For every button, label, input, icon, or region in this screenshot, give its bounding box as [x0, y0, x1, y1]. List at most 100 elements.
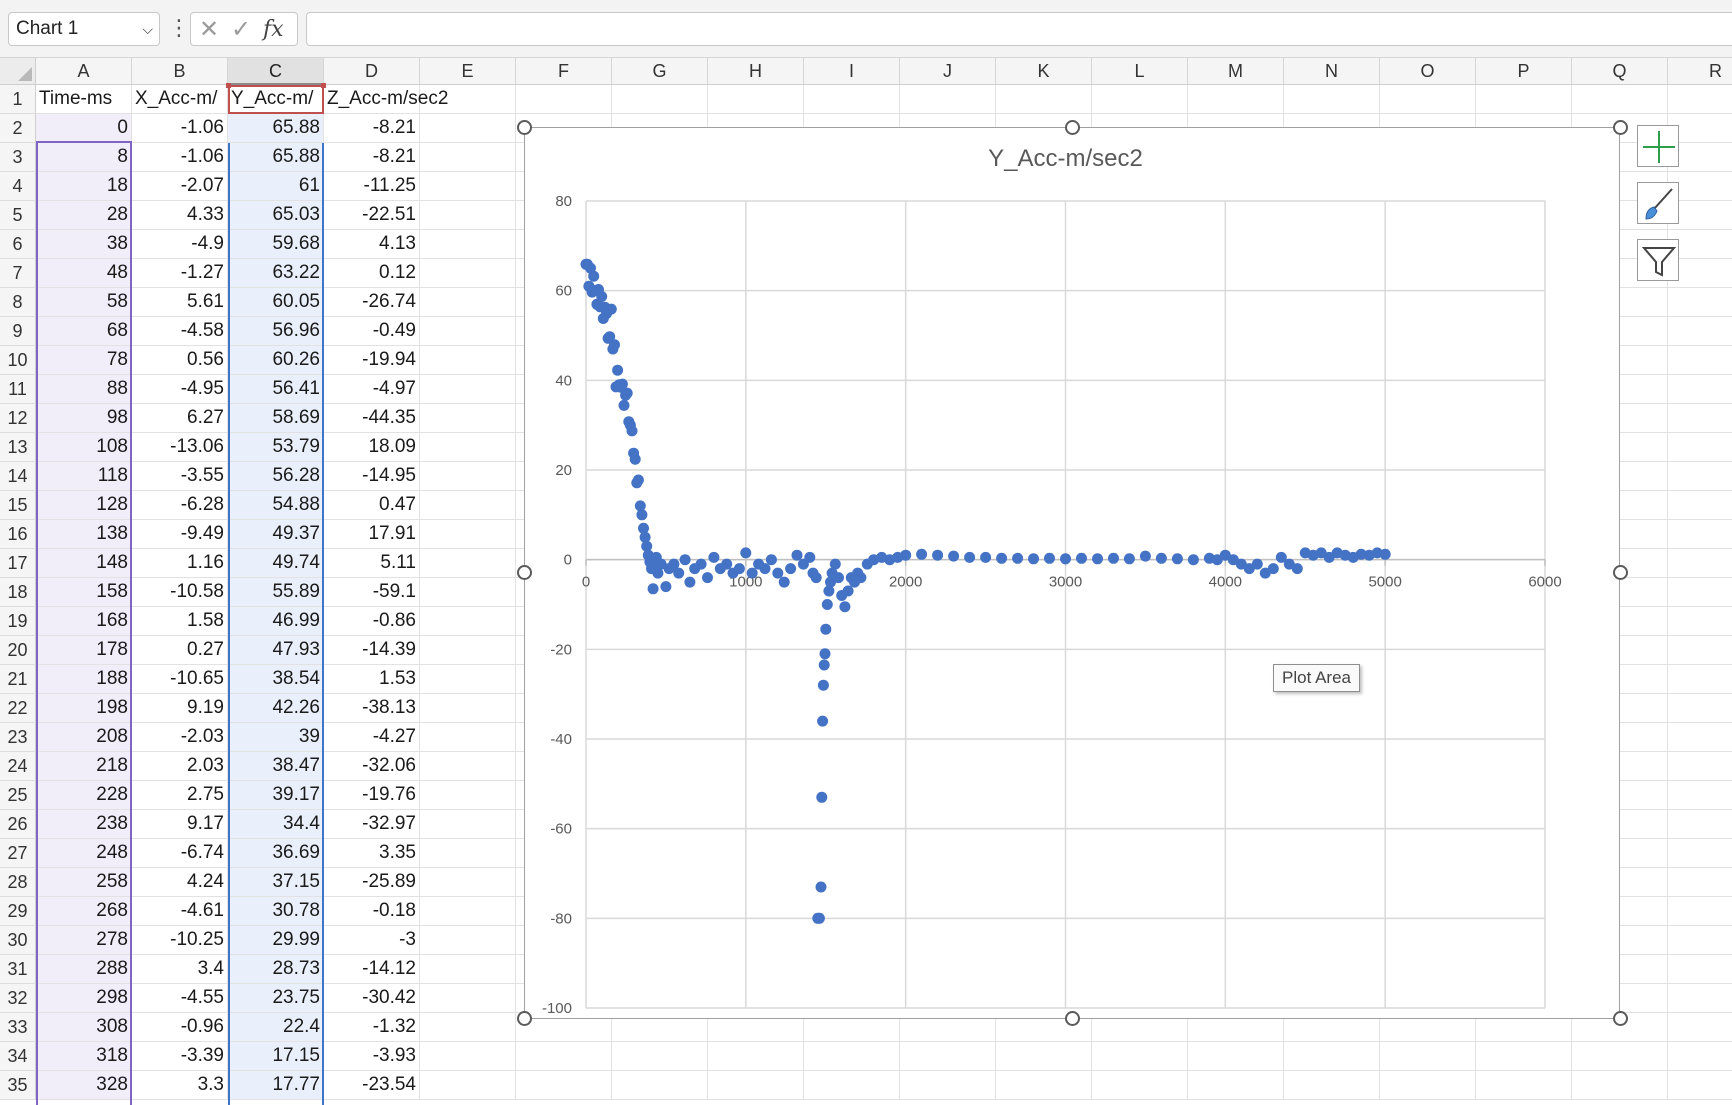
table-cell[interactable]: -23.54	[324, 1071, 420, 1100]
empty-cell[interactable]	[1668, 375, 1732, 404]
empty-cell[interactable]	[420, 665, 516, 694]
empty-cell[interactable]	[1572, 839, 1668, 868]
empty-cell[interactable]	[516, 1042, 612, 1071]
table-cell[interactable]: 0	[36, 114, 132, 143]
table-cell[interactable]: 36.69	[228, 839, 324, 868]
table-cell[interactable]: 2.75	[132, 781, 228, 810]
table-cell[interactable]: 218	[36, 752, 132, 781]
row-header[interactable]: 34	[0, 1042, 36, 1071]
column-header-e[interactable]: E	[420, 58, 516, 85]
empty-cell[interactable]	[900, 1013, 996, 1042]
empty-cell[interactable]	[420, 897, 516, 926]
resize-handle-right[interactable]	[1613, 565, 1628, 580]
empty-cell[interactable]	[1572, 462, 1668, 491]
row-header[interactable]: 29	[0, 897, 36, 926]
column-header-a[interactable]: A	[36, 58, 132, 85]
table-cell[interactable]: -3.93	[324, 1042, 420, 1071]
column-header-q[interactable]: Q	[1572, 58, 1668, 85]
empty-cell[interactable]	[1284, 1071, 1380, 1100]
table-cell[interactable]: 298	[36, 984, 132, 1013]
chart-styles-button[interactable]	[1637, 182, 1679, 224]
resize-handle-bottom[interactable]	[1065, 1011, 1080, 1026]
table-cell[interactable]: -10.58	[132, 578, 228, 607]
row-header[interactable]: 25	[0, 781, 36, 810]
table-cell[interactable]: 4.24	[132, 868, 228, 897]
column-header-o[interactable]: O	[1380, 58, 1476, 85]
empty-cell[interactable]	[420, 810, 516, 839]
empty-cell[interactable]	[612, 85, 708, 114]
table-cell[interactable]: 61	[228, 172, 324, 201]
empty-cell[interactable]	[1668, 143, 1732, 172]
table-cell[interactable]: 17.91	[324, 520, 420, 549]
table-cell[interactable]: -4.27	[324, 723, 420, 752]
empty-cell[interactable]	[1188, 1071, 1284, 1100]
empty-cell[interactable]	[1188, 85, 1284, 114]
empty-cell[interactable]	[420, 375, 516, 404]
empty-cell[interactable]	[996, 85, 1092, 114]
table-cell[interactable]: 38.54	[228, 665, 324, 694]
row-header[interactable]: 32	[0, 984, 36, 1013]
table-cell[interactable]: 47.93	[228, 636, 324, 665]
empty-cell[interactable]	[516, 85, 612, 114]
row-header[interactable]: 5	[0, 201, 36, 230]
empty-cell[interactable]	[1572, 665, 1668, 694]
table-cell[interactable]: 128	[36, 491, 132, 520]
table-cell[interactable]: -59.1	[324, 578, 420, 607]
table-cell[interactable]: -1.27	[132, 259, 228, 288]
row-header[interactable]: 23	[0, 723, 36, 752]
table-cell[interactable]: 268	[36, 897, 132, 926]
table-cell[interactable]: 3.3	[132, 1071, 228, 1100]
column-header-j[interactable]: J	[900, 58, 996, 85]
table-cell[interactable]: 28.73	[228, 955, 324, 984]
row-header[interactable]: 4	[0, 172, 36, 201]
table-cell[interactable]: 49.74	[228, 549, 324, 578]
column-header-p[interactable]: P	[1476, 58, 1572, 85]
row-header[interactable]: 27	[0, 839, 36, 868]
row-header[interactable]: 26	[0, 810, 36, 839]
empty-cell[interactable]	[420, 955, 516, 984]
resize-handle-top[interactable]	[1065, 120, 1080, 135]
empty-cell[interactable]	[996, 1013, 1092, 1042]
table-cell[interactable]: 17.77	[228, 1071, 324, 1100]
row-header[interactable]: 12	[0, 404, 36, 433]
table-cell[interactable]: 2.03	[132, 752, 228, 781]
empty-cell[interactable]	[1380, 1071, 1476, 1100]
header-cell[interactable]: Z_Acc-m/sec2	[324, 85, 448, 114]
empty-cell[interactable]	[996, 1042, 1092, 1071]
more-options-icon[interactable]: ⋮	[168, 15, 190, 40]
empty-cell[interactable]	[516, 1013, 612, 1042]
resize-handle-bottom-left[interactable]	[517, 1011, 532, 1026]
table-cell[interactable]: -10.65	[132, 665, 228, 694]
table-cell[interactable]: -3.55	[132, 462, 228, 491]
table-cell[interactable]: -30.42	[324, 984, 420, 1013]
table-cell[interactable]: -25.89	[324, 868, 420, 897]
empty-cell[interactable]	[1668, 752, 1732, 781]
empty-cell[interactable]	[1668, 723, 1732, 752]
empty-cell[interactable]	[1668, 520, 1732, 549]
table-cell[interactable]: 48	[36, 259, 132, 288]
empty-cell[interactable]	[612, 1071, 708, 1100]
table-cell[interactable]: 58.69	[228, 404, 324, 433]
name-box[interactable]: Chart 1 ⌵	[8, 12, 160, 46]
empty-cell[interactable]	[1668, 781, 1732, 810]
chart-filters-button[interactable]	[1637, 239, 1679, 281]
table-cell[interactable]: 29.99	[228, 926, 324, 955]
empty-cell[interactable]	[420, 462, 516, 491]
empty-cell[interactable]	[900, 1042, 996, 1071]
empty-cell[interactable]	[420, 694, 516, 723]
empty-cell[interactable]	[1476, 1042, 1572, 1071]
header-cell[interactable]: Y_Acc-m/	[228, 85, 324, 114]
empty-cell[interactable]	[1572, 868, 1668, 897]
table-cell[interactable]: 158	[36, 578, 132, 607]
table-cell[interactable]: 22.4	[228, 1013, 324, 1042]
table-cell[interactable]: 38	[36, 230, 132, 259]
table-cell[interactable]: -4.95	[132, 375, 228, 404]
empty-cell[interactable]	[420, 288, 516, 317]
table-cell[interactable]: -3.39	[132, 1042, 228, 1071]
empty-cell[interactable]	[804, 85, 900, 114]
empty-cell[interactable]	[1572, 404, 1668, 433]
row-header[interactable]: 31	[0, 955, 36, 984]
empty-cell[interactable]	[1572, 897, 1668, 926]
empty-cell[interactable]	[1572, 433, 1668, 462]
